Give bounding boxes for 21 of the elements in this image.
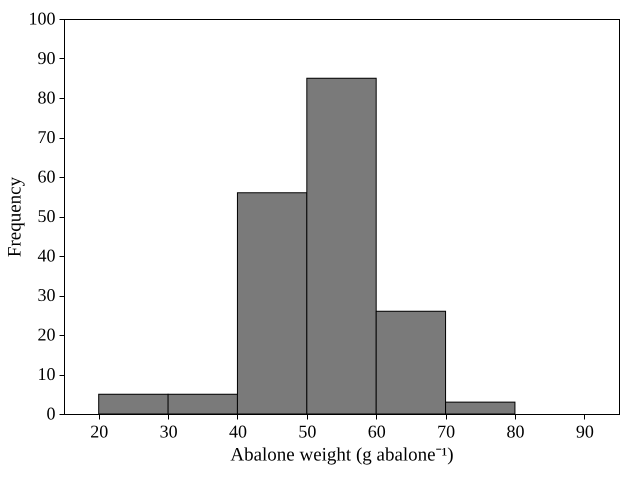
y-tick-label: 80	[38, 88, 56, 108]
y-tick-label: 30	[38, 285, 56, 305]
y-tick-label: 50	[38, 206, 56, 226]
y-tick-label: 0	[46, 404, 56, 424]
x-tick-label: 50	[298, 422, 316, 442]
y-tick-label: 70	[38, 127, 56, 147]
x-tick-label: 80	[506, 422, 524, 442]
y-axis-title: Frequency	[4, 176, 26, 258]
y-tick-label: 10	[38, 364, 56, 384]
y-tick-label: 100	[28, 8, 56, 28]
x-tick-label: 70	[437, 422, 456, 442]
y-tick-label: 60	[38, 166, 56, 186]
x-tick-label: 90	[576, 422, 594, 442]
y-tick-label: 20	[38, 324, 56, 344]
x-axis-title: Abalone weight (g abalone⁻¹)	[230, 444, 454, 466]
y-tick-label: 40	[38, 246, 56, 266]
x-tick-label: 40	[228, 422, 247, 442]
x-tick-label: 60	[368, 422, 386, 442]
y-tick-label: 90	[38, 48, 56, 68]
x-tick-label: 30	[160, 422, 178, 442]
x-tick-label: 20	[90, 422, 108, 442]
